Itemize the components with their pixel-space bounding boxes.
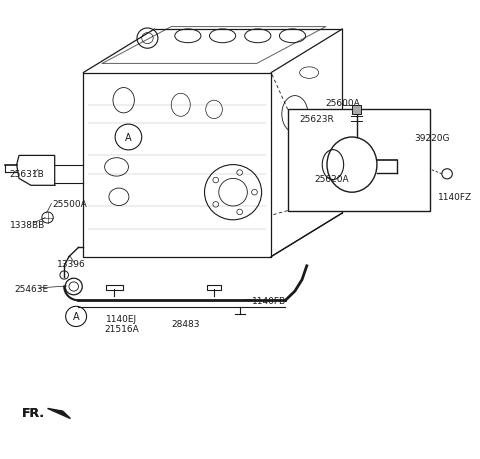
Text: 28483: 28483 (171, 319, 200, 328)
Text: 1140FB: 1140FB (252, 296, 286, 305)
Text: 1140FZ: 1140FZ (438, 193, 472, 202)
Circle shape (442, 169, 452, 179)
Text: A: A (73, 312, 79, 322)
Circle shape (42, 213, 53, 224)
Text: 25500A: 25500A (52, 200, 87, 209)
Text: 25623R: 25623R (300, 115, 335, 124)
Text: 1140EJ
21516A: 1140EJ 21516A (104, 314, 139, 333)
Polygon shape (48, 409, 71, 419)
Text: FR.: FR. (22, 407, 45, 420)
Text: FR.: FR. (22, 407, 45, 420)
Bar (106, 285, 123, 290)
Text: 25600A: 25600A (325, 99, 360, 108)
Text: 1338BB: 1338BB (10, 220, 45, 230)
Text: 39220G: 39220G (414, 133, 449, 142)
Bar (352, 106, 361, 115)
Bar (207, 285, 221, 290)
Circle shape (60, 271, 69, 280)
Text: A: A (125, 133, 132, 143)
Text: 25620A: 25620A (314, 174, 348, 184)
Bar (288, 110, 431, 211)
Text: 13396: 13396 (57, 259, 86, 269)
Text: 25631B: 25631B (10, 170, 44, 179)
Text: 25463E: 25463E (14, 285, 48, 294)
